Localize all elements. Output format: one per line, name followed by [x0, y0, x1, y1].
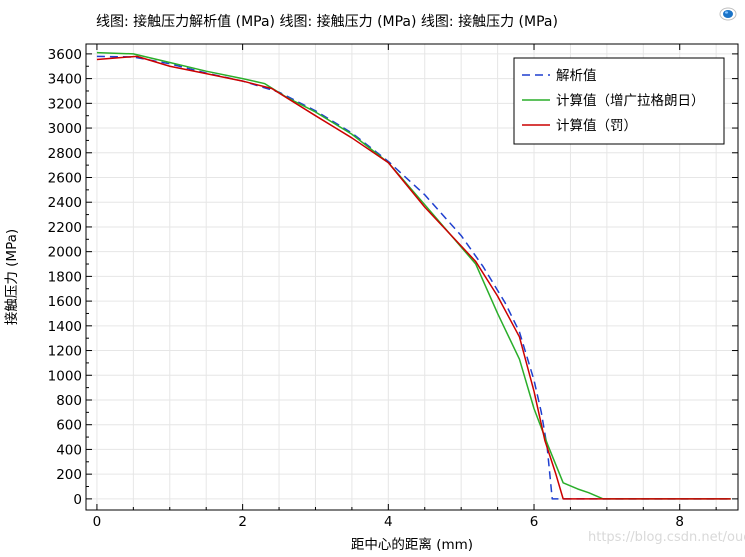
- x-tick-label: 8: [675, 514, 684, 530]
- x-tick-label: 0: [93, 514, 102, 530]
- legend-label-2: 计算值（增广拉格朗日）: [556, 93, 705, 109]
- series-lines: [96, 51, 731, 500]
- y-tick-label: 1800: [48, 269, 82, 285]
- y-axis-label: 接触压力 (MPa): [3, 229, 20, 325]
- comsol-logo-icon[interactable]: [718, 6, 738, 22]
- y-tick-label: 0: [73, 492, 82, 508]
- y-tick-label: 2400: [48, 195, 82, 211]
- legend-box: [513, 57, 725, 145]
- grid-lines: [86, 44, 738, 510]
- y-tick-label: 1400: [48, 319, 82, 335]
- y-tick-label: 3200: [48, 96, 82, 112]
- y-tick-label: 3000: [48, 121, 82, 137]
- y-tick-label: 400: [56, 442, 82, 458]
- x-tick-label: 4: [384, 514, 393, 530]
- y-tick-label: 1000: [48, 368, 82, 384]
- y-tick-label: 1600: [48, 294, 82, 310]
- plot-frame: [85, 43, 739, 511]
- y-tick-label: 3600: [48, 47, 82, 63]
- y-tick-label: 800: [56, 393, 82, 409]
- y-tick-label: 200: [56, 467, 82, 483]
- y-tick-label: 3400: [48, 72, 82, 88]
- axis-ticks: 0 2 4 6 8 0 200 400 600 800 1000 1200 1400 1600 1800 20…: [48, 44, 738, 530]
- watermark-text: https://blog.csdn.net/ouening: [588, 530, 745, 545]
- y-tick-label: 2800: [48, 146, 82, 162]
- legend-label-3: 计算值（罚）: [556, 118, 637, 134]
- y-tick-label: 1200: [48, 344, 82, 360]
- y-tick-label: 2600: [48, 170, 82, 186]
- series-line-2: [96, 51, 731, 500]
- x-tick-label: 6: [530, 514, 539, 530]
- series-line-3: [96, 55, 731, 500]
- y-tick-label: 2000: [48, 245, 82, 261]
- y-tick-label: 2200: [48, 220, 82, 236]
- y-tick-label: 600: [56, 418, 82, 434]
- plot-title: 线图: 接触压力解析值 (MPa) 线图: 接触压力 (MPa) 线图: 接触压…: [96, 14, 558, 30]
- legend-label-1: 解析值: [556, 68, 597, 84]
- x-tick-label: 2: [238, 514, 247, 530]
- x-axis-label: 距中心的距离 (mm): [351, 536, 473, 553]
